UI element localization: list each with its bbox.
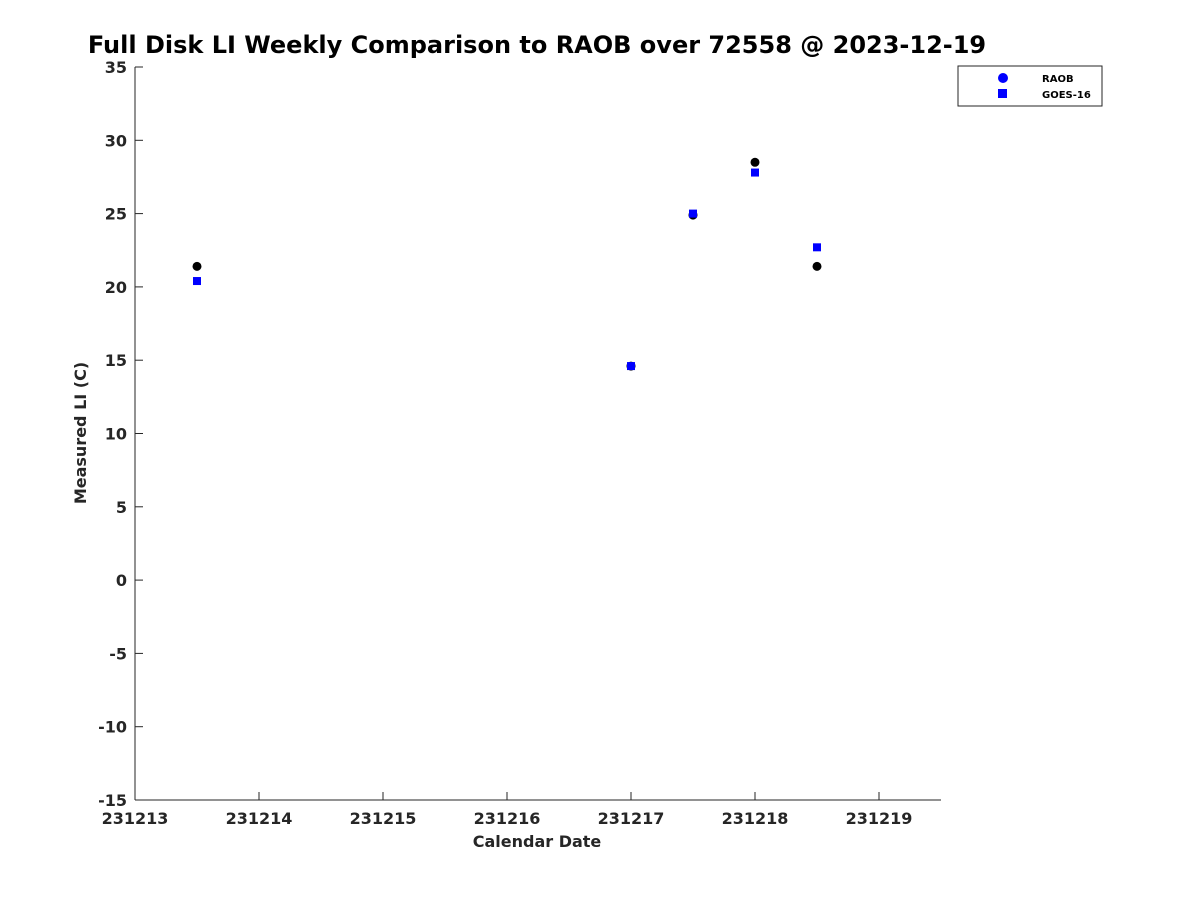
y-tick-label: 10	[105, 425, 127, 444]
y-tick-label: 35	[105, 58, 127, 77]
y-tick-label: 0	[116, 571, 127, 590]
y-tick-label: 20	[105, 278, 127, 297]
x-tick-label: 231216	[474, 809, 541, 828]
y-tick-label: 25	[105, 205, 127, 224]
legend: RAOB GOES-16	[957, 65, 1103, 107]
axes	[134, 67, 941, 801]
x-tick-label: 231217	[598, 809, 665, 828]
y-ticks: -15 -10 -5 0 5 10 15 20 25 30 35	[98, 58, 143, 810]
goes16-point	[813, 243, 821, 252]
goes16-point	[751, 168, 759, 177]
y-tick-label: -10	[98, 718, 127, 737]
y-tick-label: 15	[105, 351, 127, 370]
raob-point	[812, 261, 822, 271]
y-axis-label: Measured LI (C)	[71, 362, 90, 504]
data-points	[192, 157, 822, 371]
legend-goes16-marker	[998, 89, 1007, 98]
raob-point	[750, 157, 760, 167]
y-tick-label: 5	[116, 498, 127, 517]
chart-title: Full Disk LI Weekly Comparison to RAOB o…	[88, 31, 986, 59]
y-tick-label: -15	[98, 791, 127, 810]
x-ticks: 231213 231214 231215 231216 231217 231218 2312…	[102, 792, 913, 828]
x-tick-label: 231218	[722, 809, 789, 828]
x-tick-label: 231214	[226, 809, 293, 828]
x-tick-label: 231219	[846, 809, 913, 828]
legend-goes16-label: GOES-16	[1042, 90, 1091, 101]
x-tick-label: 231215	[350, 809, 417, 828]
goes16-point	[193, 277, 201, 286]
y-tick-label: -5	[109, 644, 127, 663]
x-tick-label: 231213	[102, 809, 169, 828]
goes16-point	[689, 209, 697, 218]
legend-box	[957, 65, 1103, 107]
y-tick-label: 30	[105, 131, 127, 150]
legend-raob-label: RAOB	[1042, 74, 1074, 85]
raob-point	[192, 261, 202, 271]
x-axis-label: Calendar Date	[473, 832, 602, 851]
goes16-point	[627, 362, 635, 371]
legend-raob-marker	[998, 73, 1008, 83]
